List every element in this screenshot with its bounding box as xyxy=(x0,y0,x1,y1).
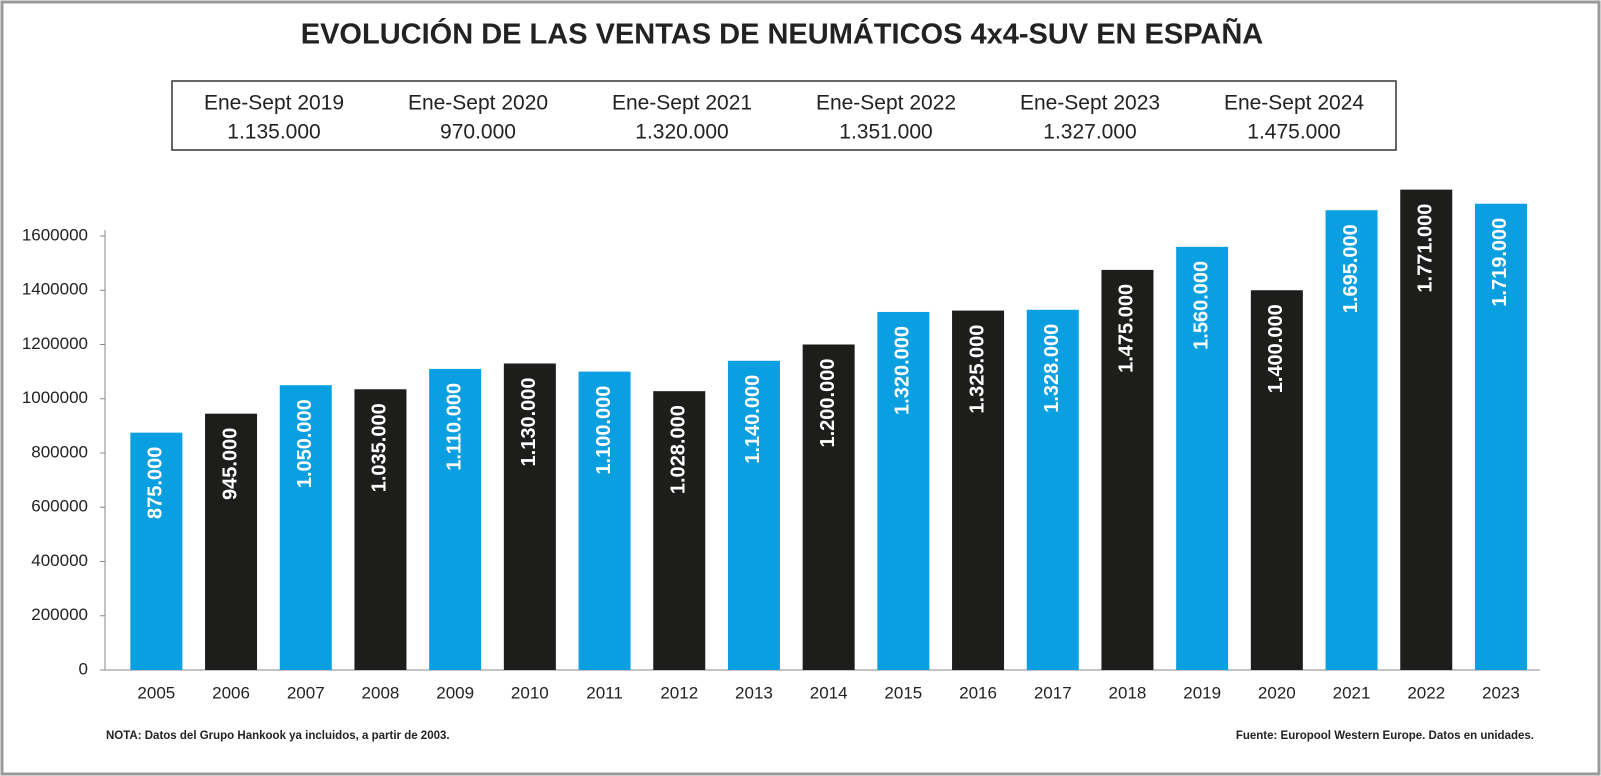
x-tick-label: 2006 xyxy=(212,683,250,702)
value-label: 945.000 xyxy=(219,428,241,500)
summary-value: 1.327.000 xyxy=(1043,121,1136,144)
y-tick-label: 400000 xyxy=(31,551,88,570)
bar xyxy=(279,385,332,670)
value-label: 1.130.000 xyxy=(518,377,540,466)
x-tick-label: 2015 xyxy=(884,683,922,702)
summary-value: 1.320.000 xyxy=(635,121,728,144)
value-label: 1.100.000 xyxy=(593,386,615,475)
y-tick-label: 0 xyxy=(79,659,88,678)
x-tick-label: 2018 xyxy=(1109,683,1147,702)
summary-value: 1.351.000 xyxy=(839,121,932,144)
summary-label: Ene-Sept 2021 xyxy=(612,92,752,115)
source: Fuente: Europool Western Europe. Datos e… xyxy=(1236,730,1534,742)
bar xyxy=(653,391,706,670)
y-tick-label: 1600000 xyxy=(22,225,88,244)
y-tick-label: 800000 xyxy=(31,442,88,461)
value-label: 1.400.000 xyxy=(1265,304,1287,393)
x-tick-label: 2022 xyxy=(1407,683,1445,702)
bar xyxy=(205,413,258,670)
summary-value: 1.475.000 xyxy=(1247,121,1340,144)
summary-value: 1.135.000 xyxy=(227,121,320,144)
bar xyxy=(1400,189,1453,670)
y-tick-label: 600000 xyxy=(31,497,88,516)
y-tick-label: 1200000 xyxy=(22,334,88,353)
x-tick-label: 2013 xyxy=(735,683,773,702)
x-tick-label: 2005 xyxy=(137,683,175,702)
value-label: 1.560.000 xyxy=(1190,261,1212,350)
value-label: 1.050.000 xyxy=(294,399,316,488)
bar xyxy=(1250,290,1303,670)
value-label: 1.320.000 xyxy=(892,326,914,415)
x-tick-label: 2019 xyxy=(1183,683,1221,702)
y-tick-label: 200000 xyxy=(31,605,88,624)
x-tick-label: 2011 xyxy=(586,683,623,702)
value-label: 1.328.000 xyxy=(1041,324,1063,413)
x-tick-label: 2012 xyxy=(660,683,698,702)
bar xyxy=(802,344,855,670)
bar xyxy=(354,389,407,670)
summary-box xyxy=(171,80,1397,151)
summary-label: Ene-Sept 2019 xyxy=(204,92,344,115)
bar xyxy=(1101,269,1154,670)
bar xyxy=(578,371,631,670)
value-label: 1.200.000 xyxy=(817,359,839,448)
summary-label: Ene-Sept 2023 xyxy=(1020,92,1160,115)
bar xyxy=(429,368,482,670)
bar xyxy=(503,363,556,670)
x-tick-label: 2010 xyxy=(511,683,549,702)
x-tick-label: 2009 xyxy=(436,683,474,702)
bar xyxy=(877,311,930,670)
x-tick-label: 2023 xyxy=(1482,683,1520,702)
summary-label: Ene-Sept 2020 xyxy=(408,92,548,115)
chart-title: EVOLUCIÓN DE LAS VENTAS DE NEUMÁTICOS 4x… xyxy=(301,17,1264,51)
summary-value: 970.000 xyxy=(440,121,516,144)
note: NOTA: Datos del Grupo Hankook ya incluid… xyxy=(106,730,450,742)
value-label: 1.475.000 xyxy=(1116,284,1138,373)
bar xyxy=(130,432,183,670)
bar xyxy=(1176,246,1229,670)
y-tick-label: 1000000 xyxy=(22,388,88,407)
value-label: 1.325.000 xyxy=(966,325,988,414)
value-label: 1.110.000 xyxy=(443,383,465,471)
x-tick-label: 2020 xyxy=(1258,683,1296,702)
value-label: 1.028.000 xyxy=(668,405,690,494)
value-label: 1.035.000 xyxy=(369,403,391,492)
value-label: 1.719.000 xyxy=(1489,218,1511,307)
x-tick-label: 2016 xyxy=(959,683,997,702)
bar xyxy=(952,310,1005,670)
x-tick-label: 2007 xyxy=(287,683,325,702)
value-label: 1.771.000 xyxy=(1415,204,1437,293)
summary-label: Ene-Sept 2022 xyxy=(816,92,956,115)
x-tick-label: 2008 xyxy=(362,683,400,702)
summary-label: Ene-Sept 2024 xyxy=(1224,92,1364,115)
bar xyxy=(1474,203,1527,670)
value-label: 875.000 xyxy=(145,447,167,519)
x-tick-label: 2021 xyxy=(1333,683,1371,702)
value-label: 1.695.000 xyxy=(1340,224,1362,313)
bar xyxy=(1325,210,1378,670)
y-tick-label: 1400000 xyxy=(22,280,88,299)
x-tick-label: 2017 xyxy=(1034,683,1072,702)
x-tick-label: 2014 xyxy=(810,683,848,702)
bar xyxy=(727,360,780,670)
value-label: 1.140.000 xyxy=(742,375,764,464)
bar xyxy=(1026,309,1079,670)
